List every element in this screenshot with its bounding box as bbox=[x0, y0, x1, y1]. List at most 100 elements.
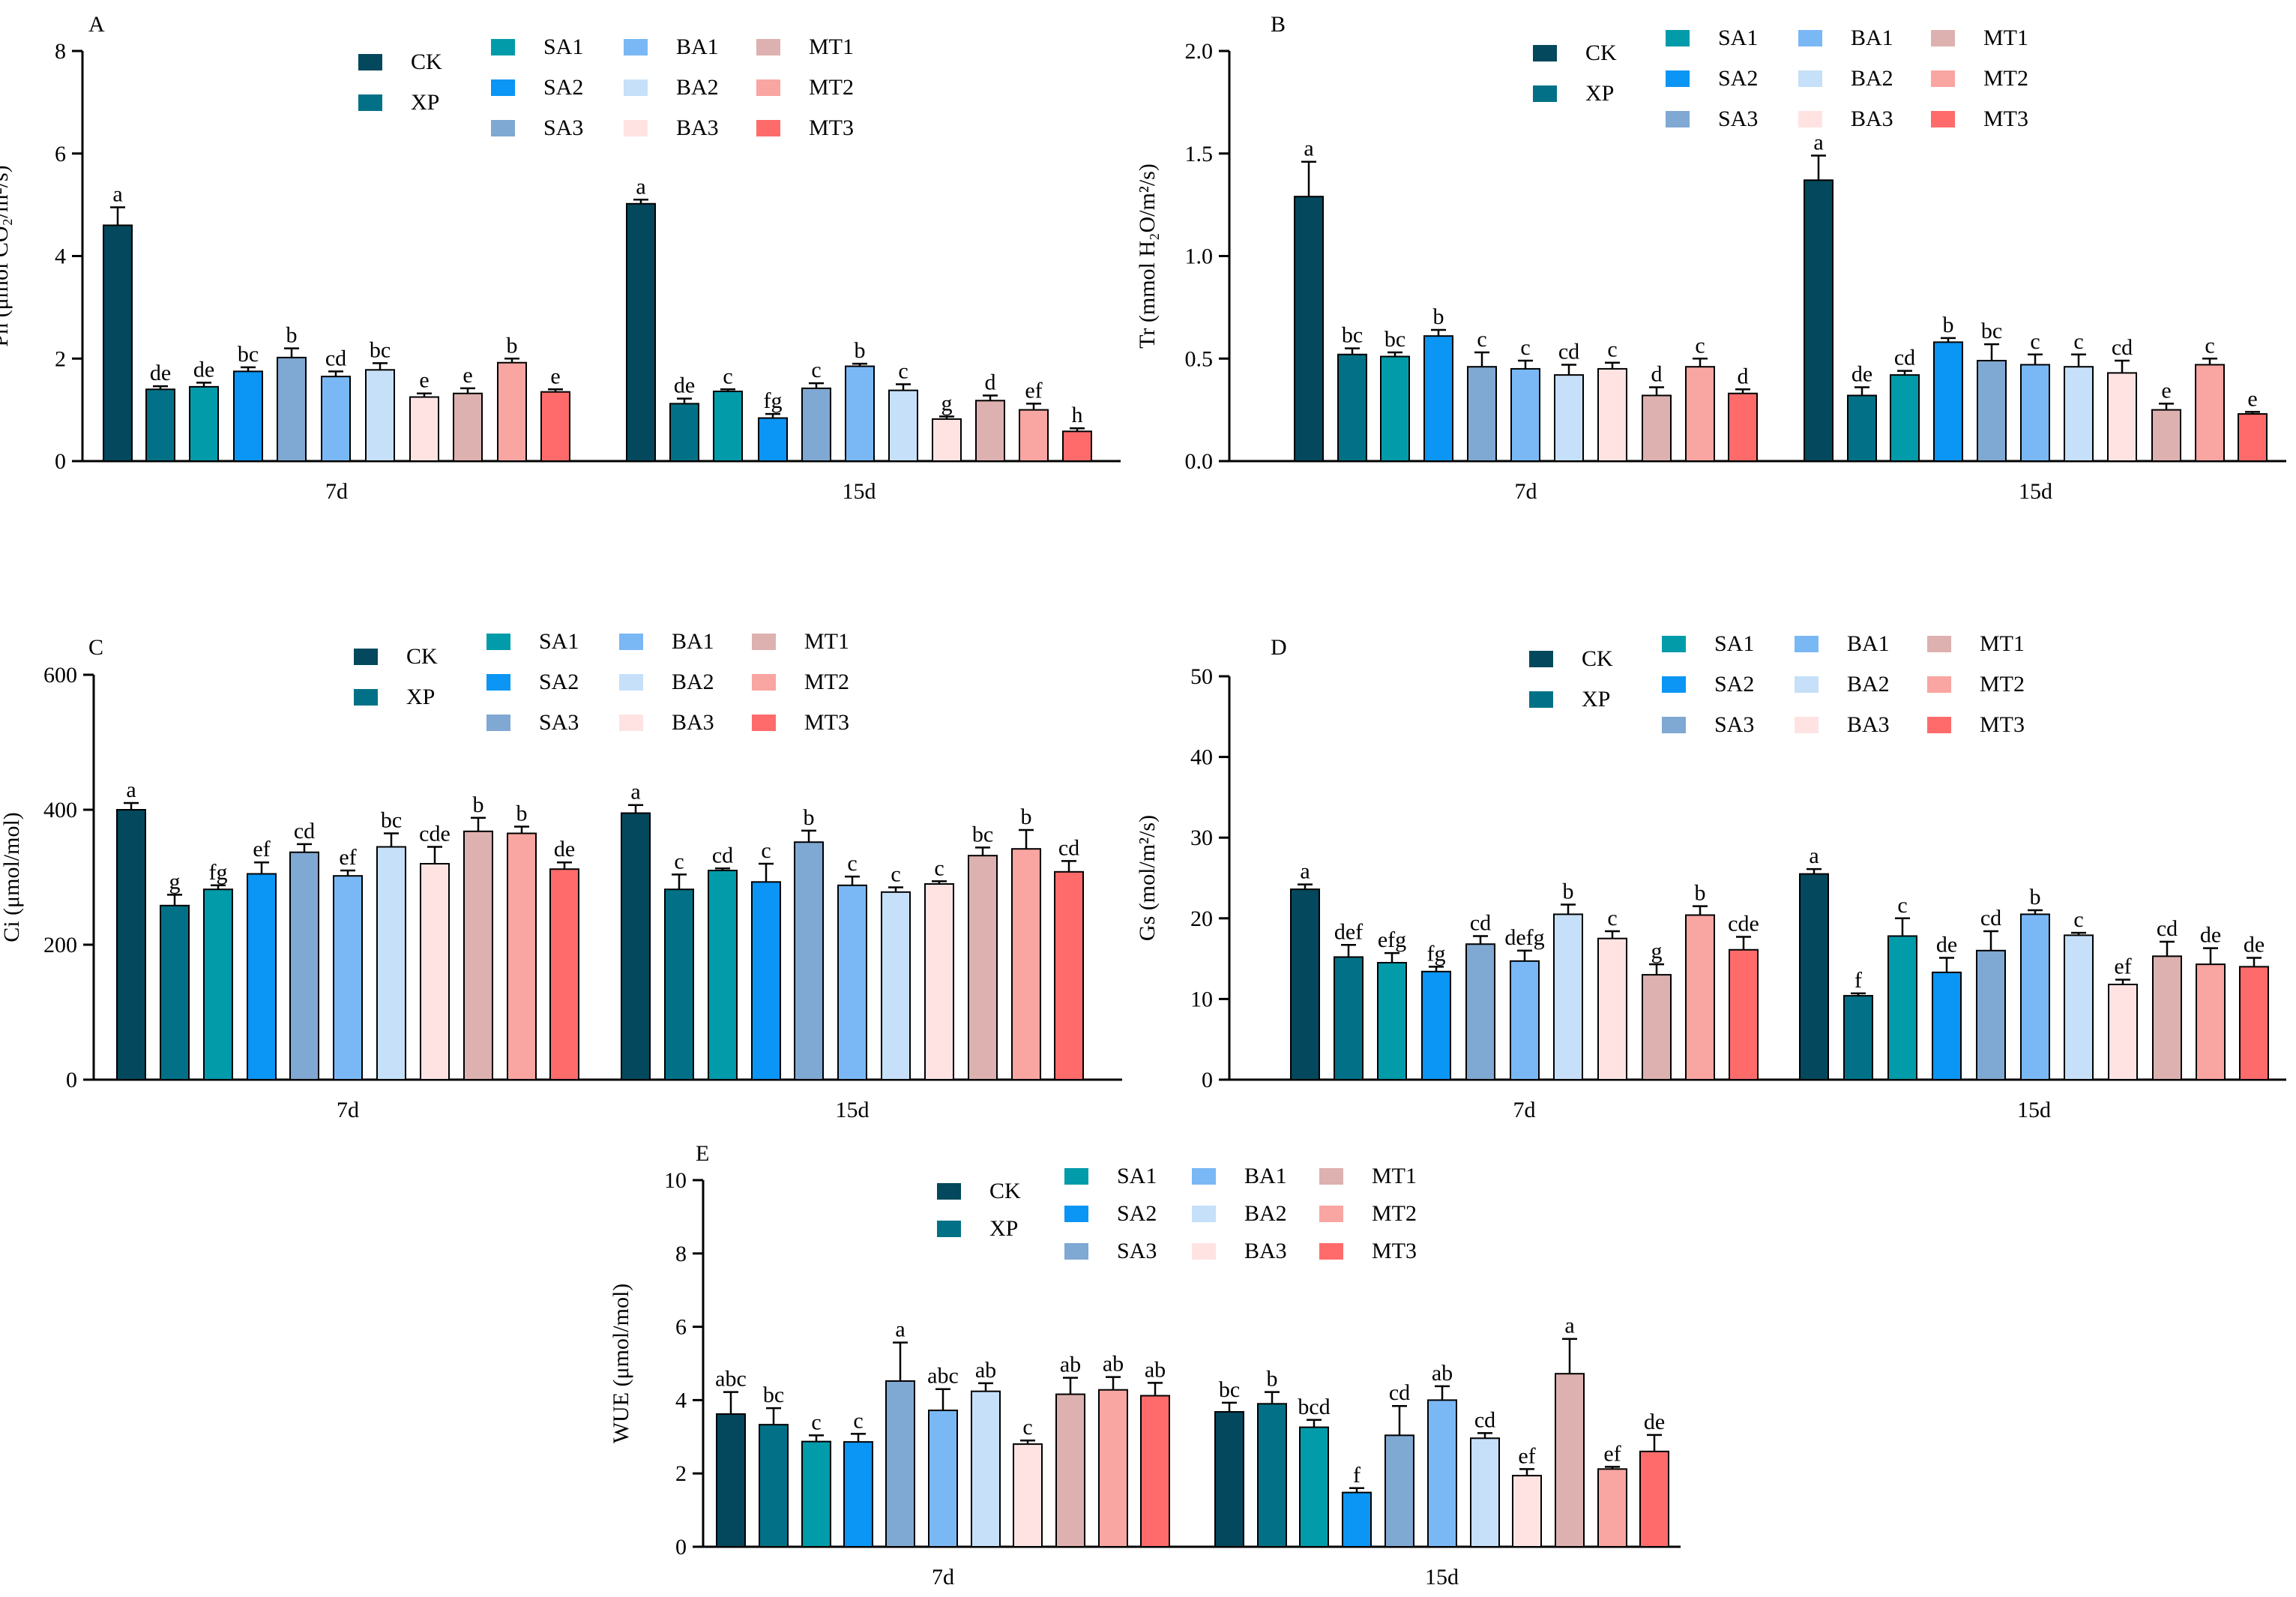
bar bbox=[801, 387, 831, 462]
bar bbox=[507, 832, 537, 1080]
y-tick-label: 6 bbox=[675, 1315, 687, 1340]
bar bbox=[2151, 409, 2181, 462]
x-category-label: 15d bbox=[836, 1098, 870, 1122]
y-tick-label: 10 bbox=[1190, 987, 1213, 1011]
bar bbox=[160, 904, 190, 1081]
bar bbox=[1062, 430, 1092, 463]
significance-label: c bbox=[1477, 327, 1486, 352]
significance-label: c bbox=[811, 1410, 821, 1434]
legend-swatch bbox=[1666, 70, 1690, 87]
bar bbox=[1013, 1443, 1043, 1548]
y-axis-label: Tr (mmol H₂O/m²/s) bbox=[1135, 163, 1160, 349]
legend-swatch bbox=[1662, 717, 1686, 733]
significance-label: cd bbox=[1980, 906, 2001, 930]
y-tick-label: 20 bbox=[1190, 906, 1213, 931]
legend-label: SA2 bbox=[1117, 1201, 1157, 1226]
legend-label: MT3 bbox=[809, 115, 854, 140]
significance-label: cd bbox=[2112, 335, 2133, 360]
x-category-label: 7d bbox=[1513, 1098, 1536, 1122]
legend-swatch bbox=[1064, 1168, 1088, 1185]
y-tick-label: 0 bbox=[1202, 1068, 1213, 1092]
legend-swatch bbox=[1927, 717, 1951, 733]
significance-label: a bbox=[1564, 1314, 1574, 1338]
legend-swatch bbox=[1192, 1243, 1216, 1260]
legend-swatch bbox=[1927, 676, 1951, 693]
significance-label: bc bbox=[1219, 1377, 1240, 1402]
legend-swatch bbox=[1666, 111, 1690, 127]
bar bbox=[932, 418, 962, 462]
bar bbox=[1342, 1491, 1372, 1548]
significance-label: de bbox=[150, 361, 171, 385]
bar bbox=[1337, 353, 1367, 462]
y-axis-label: Pn (μmol CO₂/m²/s) bbox=[0, 165, 13, 346]
y-tick-label: 1.0 bbox=[1185, 244, 1214, 269]
panel-label: A bbox=[88, 12, 105, 37]
legend-label: SA3 bbox=[539, 710, 579, 735]
bar bbox=[1729, 948, 1759, 1081]
bar bbox=[1470, 1437, 1500, 1548]
significance-label: c bbox=[811, 358, 821, 382]
legend-label: BA2 bbox=[676, 75, 719, 100]
legend: CK XP SA1 SA2 SA3 BA1 BA2 BA3 MT1 MT2 MT3 bbox=[1533, 25, 2028, 131]
significance-label: ef bbox=[253, 837, 270, 861]
significance-label: c bbox=[2073, 907, 2083, 932]
bar bbox=[1098, 1389, 1128, 1548]
bar bbox=[1019, 409, 1049, 462]
legend: CK XP SA1 SA2 SA3 BA1 BA2 BA3 MT1 MT2 MT3 bbox=[1529, 631, 2025, 737]
legend-swatch bbox=[358, 94, 382, 111]
bar bbox=[1887, 935, 1917, 1081]
legend-swatch bbox=[1798, 111, 1822, 127]
bar bbox=[971, 1390, 1001, 1548]
significance-label: efg bbox=[1378, 927, 1406, 952]
legend-swatch bbox=[1192, 1206, 1216, 1222]
bar bbox=[1933, 341, 1963, 462]
significance-label: a bbox=[636, 174, 645, 199]
bar bbox=[1055, 1393, 1085, 1548]
significance-label: b bbox=[507, 333, 518, 358]
significance-label: c bbox=[761, 838, 771, 863]
legend-swatch bbox=[756, 79, 780, 96]
legend-label: CK bbox=[411, 49, 442, 74]
significance-label: ef bbox=[339, 845, 356, 870]
legend-swatch bbox=[1064, 1206, 1088, 1222]
bar bbox=[189, 385, 219, 463]
bar bbox=[1294, 196, 1324, 462]
bar bbox=[1597, 367, 1627, 462]
legend-label: MT1 bbox=[1983, 25, 2028, 50]
significance-label: ab bbox=[1060, 1353, 1081, 1377]
significance-label: a bbox=[895, 1317, 905, 1342]
bar bbox=[1555, 1373, 1585, 1548]
legend-swatch bbox=[937, 1221, 961, 1237]
legend-label: SA3 bbox=[1714, 712, 1754, 737]
bar bbox=[1685, 366, 1715, 462]
bar bbox=[885, 1380, 915, 1548]
significance-label: cd bbox=[1389, 1380, 1410, 1405]
significance-label: h bbox=[1072, 403, 1083, 427]
bar bbox=[2020, 913, 2050, 1081]
legend-label: SA1 bbox=[1117, 1164, 1157, 1188]
legend-swatch bbox=[1931, 111, 1955, 127]
legend-label: BA3 bbox=[1847, 712, 1890, 737]
significance-label: b bbox=[855, 338, 866, 363]
significance-label: bcd bbox=[1298, 1395, 1330, 1419]
significance-label: de bbox=[2244, 933, 2265, 957]
legend-swatch bbox=[354, 689, 378, 706]
legend-label: MT2 bbox=[804, 670, 849, 694]
significance-label: bc bbox=[1384, 327, 1405, 352]
legend-swatch bbox=[752, 634, 776, 650]
legend-label: MT1 bbox=[804, 629, 849, 654]
legend-swatch bbox=[1931, 30, 1955, 46]
significance-label: d bbox=[1651, 362, 1663, 387]
significance-label: c bbox=[898, 358, 908, 383]
bar bbox=[1553, 913, 1583, 1081]
significance-label: bc bbox=[763, 1383, 784, 1407]
legend-label: BA3 bbox=[1851, 106, 1893, 131]
significance-label: g bbox=[941, 391, 953, 416]
bar bbox=[333, 875, 363, 1080]
legend-swatch bbox=[937, 1183, 961, 1200]
